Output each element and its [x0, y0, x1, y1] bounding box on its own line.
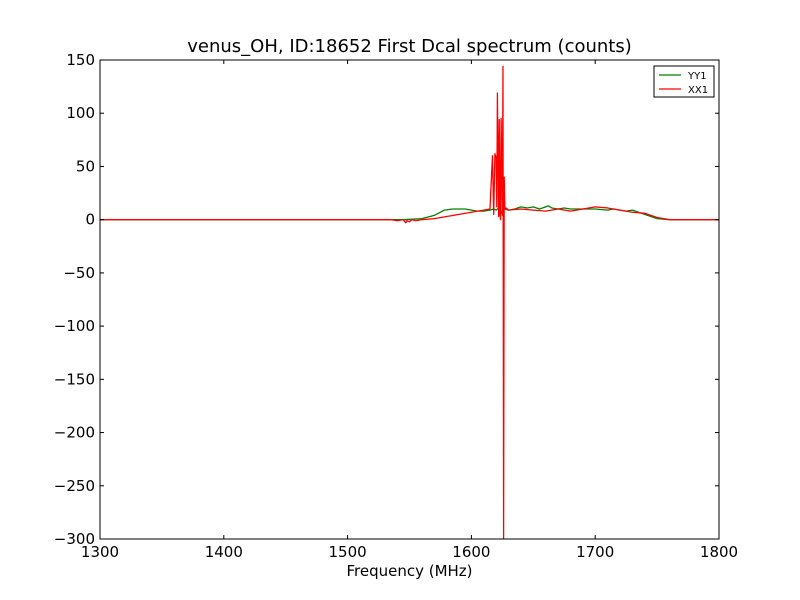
x-tick-label: 1500 — [329, 543, 367, 561]
series-line-xx1 — [100, 65, 719, 539]
y-tick-label: −300 — [54, 530, 95, 548]
x-axis-label: Frequency (MHz) — [346, 562, 472, 580]
y-tick-label: −200 — [54, 424, 95, 442]
y-tick-label: −100 — [54, 317, 95, 335]
plot-area — [100, 60, 719, 539]
y-tick-label: −150 — [54, 370, 95, 388]
chart-title: venus_OH, ID:18652 First Dcal spectrum (… — [187, 36, 632, 57]
series-layer — [100, 65, 719, 539]
x-tick-label: 1700 — [576, 543, 614, 561]
y-tick-label: −250 — [54, 477, 95, 495]
x-tick-label: 1600 — [452, 543, 490, 561]
legend-label-xx1: XX1 — [688, 85, 708, 96]
y-tick-label: −50 — [63, 264, 95, 282]
plot-frame — [99, 59, 720, 540]
series-line-yy1 — [100, 205, 719, 221]
y-tick-label: 100 — [66, 104, 95, 122]
legend-box — [653, 65, 715, 98]
legend-label-yy1: YY1 — [687, 71, 707, 82]
ticks-layer: 1300 1400 1500 1600 1700 1800 150 100 50 0 −50 −100… — [54, 51, 738, 561]
y-tick-label: 150 — [66, 51, 95, 69]
x-tick-label: 1300 — [81, 543, 119, 561]
y-tick-label: 0 — [85, 211, 95, 229]
x-tick-label: 1400 — [205, 543, 243, 561]
y-tick-label: 50 — [76, 157, 95, 175]
x-tick-label: 1800 — [700, 543, 738, 561]
